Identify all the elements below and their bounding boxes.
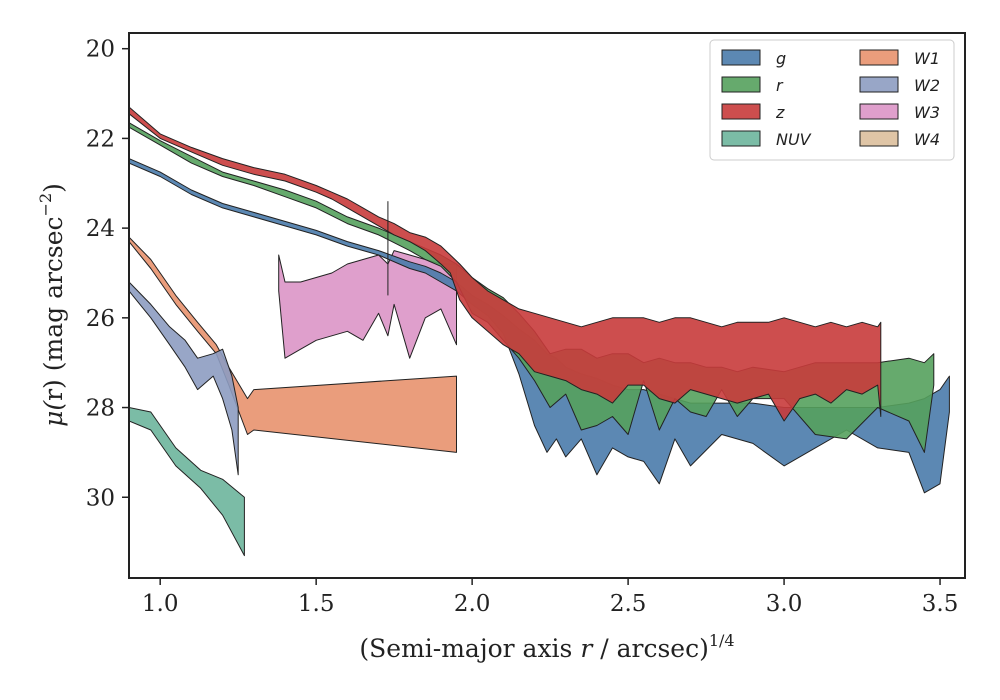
series-band-z (129, 106, 882, 422)
y-axis-title: μ(r) (mag arcsec−2) (36, 183, 68, 427)
legend-label-w3: W3 (914, 103, 940, 122)
series-band-w3 (278, 250, 457, 359)
series-band-w1 (129, 236, 457, 453)
series-layer (129, 106, 950, 557)
y-tick-label: 22 (86, 126, 115, 152)
y-tick-label: 28 (86, 396, 115, 422)
x-tick-label: 3.5 (922, 591, 959, 617)
legend-swatch-r (721, 76, 761, 93)
legend-label-nuv: NUV (776, 130, 812, 149)
legend-label-z: z (775, 103, 785, 122)
legend-swatch-g (721, 49, 761, 66)
legend-swatch-nuv (721, 130, 761, 147)
ticks-layer: 1.0 1.5 2.0 2.5 3.0 3.5 20 22 24 26 28 30 (86, 37, 959, 617)
x-tick-label: 1.0 (142, 591, 179, 617)
x-tick-label: 2.0 (454, 591, 491, 617)
legend: g W1 r W2 z W3 NUV W4 (709, 39, 955, 161)
legend-swatch-w3 (859, 103, 899, 120)
plot-frame (128, 32, 966, 579)
x-tick-label: 3.0 (766, 591, 803, 617)
legend-box (709, 39, 955, 161)
x-tick-label: 1.5 (298, 591, 335, 617)
series-band-w2 (129, 281, 239, 476)
series-band-nuv (129, 407, 245, 557)
legend-swatch-z (721, 103, 761, 120)
legend-swatch-w2 (859, 76, 899, 93)
legend-label-w2: W2 (914, 76, 940, 95)
legend-label-g: g (776, 49, 786, 68)
legend-swatch-w4 (859, 130, 899, 147)
y-tick-label: 30 (86, 485, 115, 511)
legend-label-w1: W1 (914, 49, 940, 68)
legend-label-r: r (776, 76, 784, 95)
x-axis-title: (Semi-major axis r / arcsec)1/4 (359, 631, 734, 663)
legend-swatch-w1 (859, 49, 899, 66)
y-tick-label: 24 (86, 216, 115, 242)
y-tick-label: 26 (86, 306, 115, 332)
y-tick-label: 20 (86, 37, 115, 63)
legend-label-w4: W4 (914, 130, 940, 149)
x-tick-label: 2.5 (610, 591, 647, 617)
